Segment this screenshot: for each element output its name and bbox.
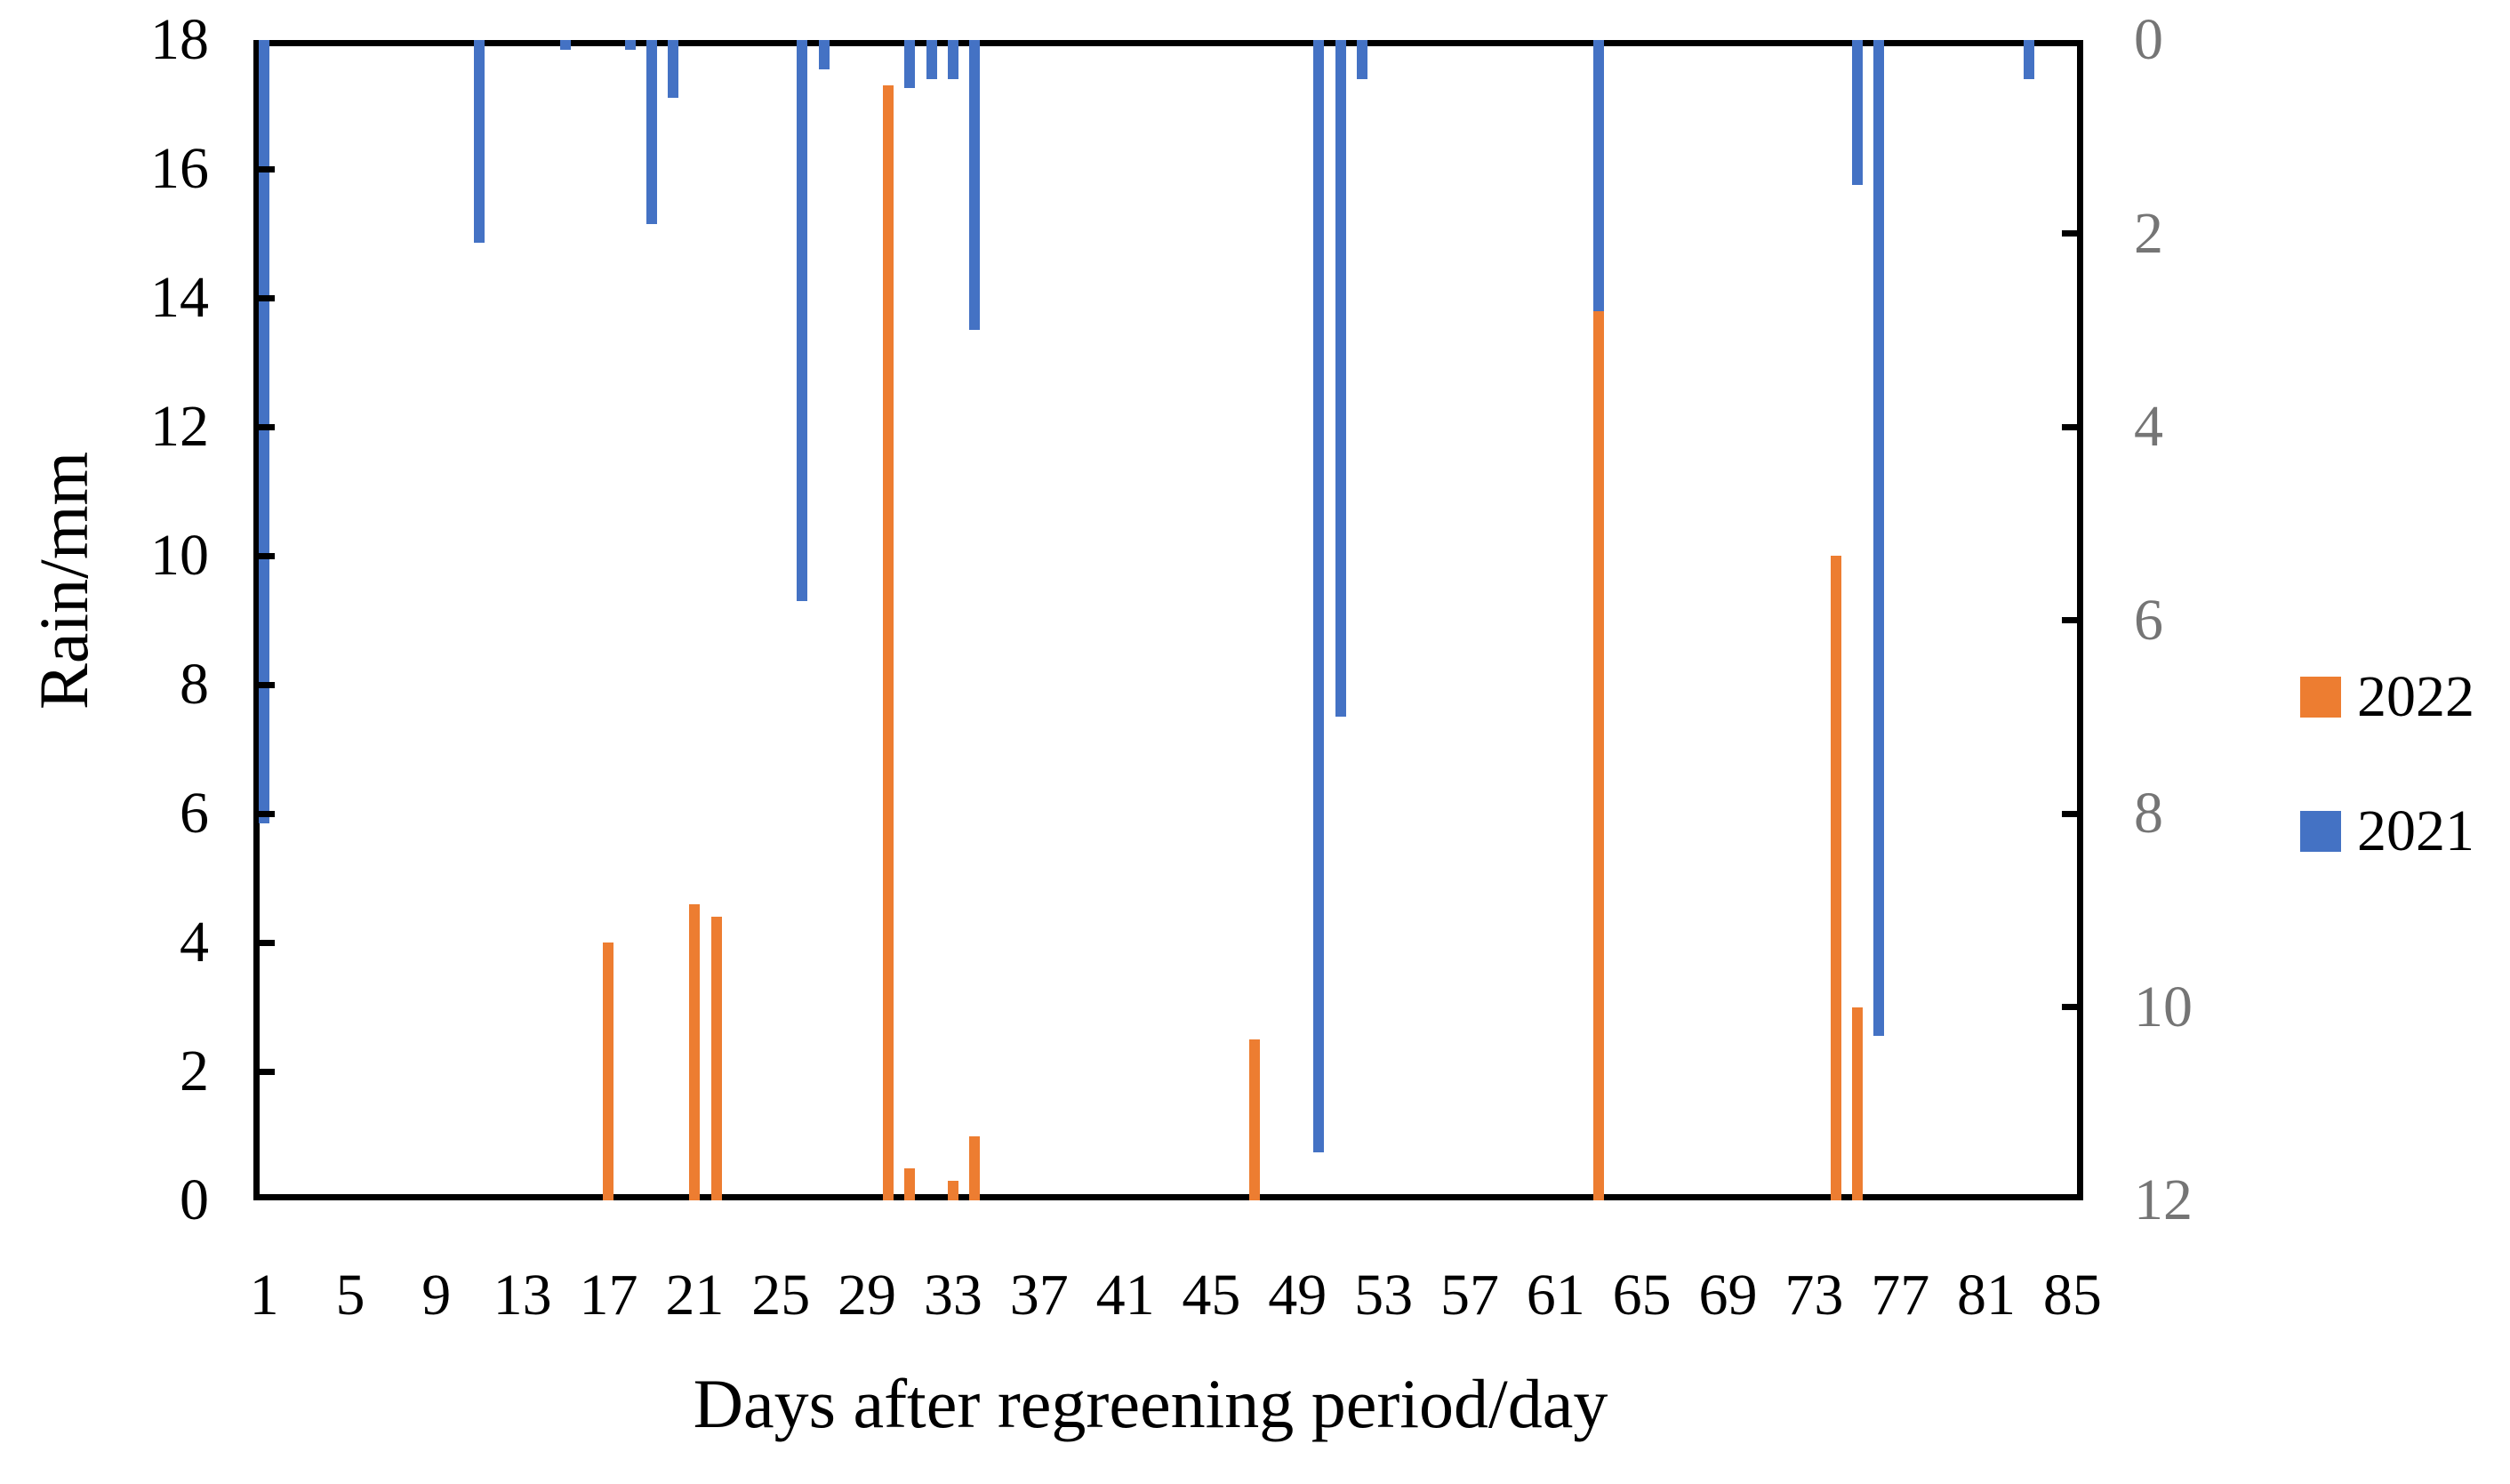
bar-2022-day-75	[1851, 1007, 1863, 1200]
legend-label-2021: 2021	[2357, 798, 2474, 863]
x-axis-label-5: 5	[335, 1263, 365, 1328]
left-axis-tick-6	[253, 810, 275, 817]
left-axis-label-12: 12	[150, 394, 209, 459]
bar-2022-day-63	[1593, 310, 1605, 1200]
x-axis-label-13: 13	[493, 1263, 552, 1328]
bar-2021-day-27	[818, 40, 830, 69]
x-axis-label-45: 45	[1182, 1263, 1241, 1328]
y-axis-title: Rain/mm	[25, 451, 102, 710]
x-axis-label-37: 37	[1009, 1263, 1069, 1328]
left-axis-tick-16	[253, 165, 275, 172]
bar-2022-day-21	[689, 903, 701, 1200]
bar-2021-day-75	[1851, 40, 1863, 186]
bar-2021-day-31	[904, 40, 916, 89]
bar-2021-day-63	[1593, 40, 1605, 311]
x-axis-label-81: 81	[1957, 1263, 2017, 1328]
plot-area	[253, 40, 2083, 1200]
bar-2021-day-26	[797, 40, 808, 601]
legend-item-2021: 2021	[2300, 802, 2474, 861]
left-axis-tick-10	[253, 552, 275, 559]
right-axis-label-10: 10	[2134, 974, 2193, 1039]
left-axis-tick-8	[253, 681, 275, 688]
legend-item-2022: 2022	[2300, 668, 2474, 726]
x-axis-label-85: 85	[2042, 1263, 2102, 1328]
bar-2021-day-1	[259, 40, 270, 823]
right-axis-tick-8	[2062, 810, 2083, 817]
bar-2021-day-51	[1335, 40, 1346, 718]
bar-2021-day-18	[624, 40, 636, 50]
left-axis-label-0: 0	[180, 1167, 209, 1232]
right-axis-tick-4	[2062, 423, 2083, 430]
x-axis-label-25: 25	[751, 1263, 811, 1328]
bar-2022-day-34	[969, 1135, 981, 1200]
x-axis-label-41: 41	[1095, 1263, 1155, 1328]
left-axis-tick-2	[253, 1068, 275, 1075]
left-axis-label-10: 10	[150, 523, 209, 588]
left-axis-label-2: 2	[180, 1039, 209, 1103]
right-axis-label-0: 0	[2134, 7, 2163, 72]
bar-2022-day-17	[603, 943, 614, 1200]
x-axis-label-77: 77	[1871, 1263, 1930, 1328]
right-axis-tick-2	[2062, 230, 2083, 237]
x-axis-label-73: 73	[1784, 1263, 1844, 1328]
right-axis-label-6: 6	[2134, 587, 2163, 653]
bar-2022-day-47	[1248, 1039, 1260, 1200]
x-axis-label-61: 61	[1526, 1263, 1585, 1328]
legend-label-2022: 2022	[2357, 664, 2474, 729]
bar-2022-day-33	[947, 1181, 958, 1200]
legend-swatch-2021	[2300, 811, 2341, 852]
bar-2021-day-19	[646, 40, 657, 224]
bar-2021-day-33	[947, 40, 958, 79]
bar-2021-day-76	[1872, 40, 1884, 1037]
bar-2022-day-31	[904, 1167, 916, 1200]
bar-2021-day-83	[2024, 40, 2035, 79]
plot-frame	[253, 40, 2083, 1200]
bar-2021-day-20	[668, 40, 679, 99]
left-axis-label-14: 14	[150, 265, 209, 330]
x-axis-label-57: 57	[1439, 1263, 1499, 1328]
legend-swatch-2022	[2300, 677, 2341, 718]
bar-2022-day-22	[710, 917, 722, 1200]
bar-2021-day-50	[1313, 40, 1325, 1152]
right-axis-label-12: 12	[2134, 1167, 2193, 1232]
left-axis-tick-12	[253, 423, 275, 430]
x-axis-label-69: 69	[1698, 1263, 1758, 1328]
left-axis-label-4: 4	[180, 910, 209, 975]
bar-2021-day-15	[560, 40, 572, 50]
right-axis-tick-10	[2062, 1004, 2083, 1010]
right-axis-tick-6	[2062, 617, 2083, 623]
left-axis-label-6: 6	[180, 781, 209, 846]
bar-2021-day-52	[1356, 40, 1367, 79]
x-axis-title: Days after regreening period/day	[693, 1365, 1608, 1442]
bar-2022-day-74	[1830, 556, 1841, 1200]
left-axis-label-8: 8	[180, 652, 209, 717]
bar-2021-day-34	[969, 40, 981, 331]
right-axis-label-2: 2	[2134, 200, 2163, 266]
x-axis-label-1: 1	[249, 1263, 279, 1328]
bar-2021-day-32	[926, 40, 937, 79]
left-axis-label-18: 18	[150, 7, 209, 72]
x-axis-label-49: 49	[1268, 1263, 1327, 1328]
x-axis-label-33: 33	[923, 1263, 982, 1328]
right-axis-label-8: 8	[2134, 781, 2163, 846]
x-axis-label-29: 29	[838, 1263, 897, 1328]
left-axis-label-16: 16	[150, 136, 209, 201]
x-axis-label-21: 21	[665, 1263, 725, 1328]
x-axis-label-65: 65	[1612, 1263, 1672, 1328]
x-axis-label-9: 9	[421, 1263, 452, 1328]
right-axis-label-4: 4	[2134, 394, 2163, 459]
left-axis-tick-14	[253, 294, 275, 301]
x-axis-label-53: 53	[1354, 1263, 1414, 1328]
left-axis-tick-4	[253, 939, 275, 946]
bar-2022-day-30	[883, 84, 894, 1200]
x-axis-label-17: 17	[579, 1263, 638, 1328]
bar-2021-day-11	[474, 40, 485, 244]
